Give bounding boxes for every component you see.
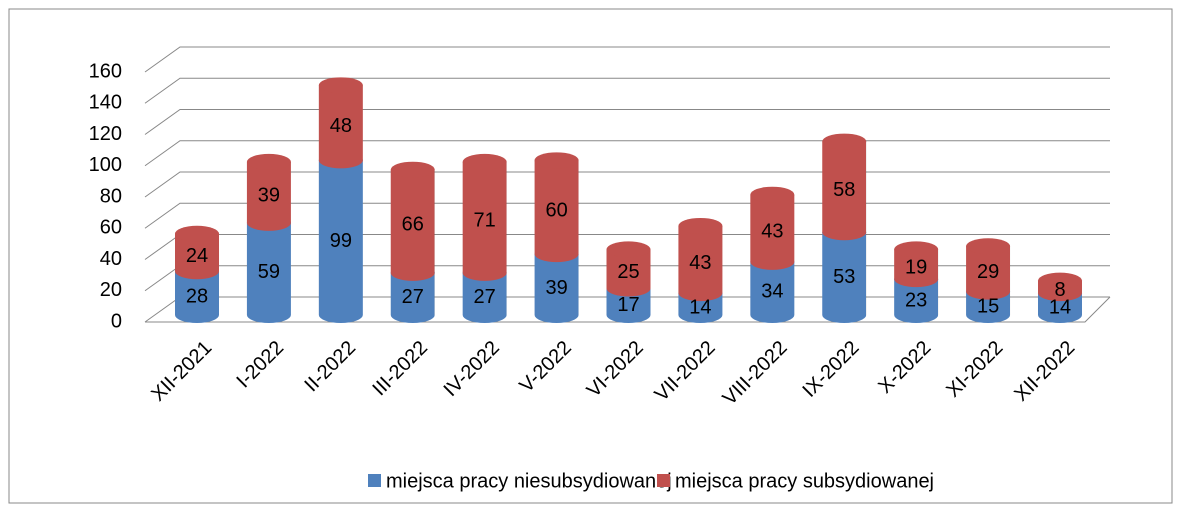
data-label: 43 <box>761 221 783 243</box>
bar-segment <box>246 161 291 231</box>
bar-segment <box>822 232 867 323</box>
bar-segment <box>750 261 795 323</box>
data-label: 66 <box>402 214 424 236</box>
y-tick-label: 40 <box>100 248 122 270</box>
bar-top <box>606 241 651 258</box>
data-label: 39 <box>545 277 567 299</box>
bar-top <box>1038 272 1082 289</box>
y-tick-label: 140 <box>89 92 122 114</box>
bar-top <box>678 217 723 234</box>
bar-top <box>462 153 507 170</box>
bar-top <box>966 238 1011 255</box>
bar-segment <box>894 249 939 288</box>
legend-label: miejsca pracy niesubsydiowanej <box>386 470 672 492</box>
bar-segment <box>750 194 795 270</box>
data-label: 27 <box>402 286 424 308</box>
grid-line <box>144 202 1110 229</box>
data-label: 71 <box>474 210 496 232</box>
bar-segment <box>1038 293 1082 323</box>
floor <box>145 296 1111 323</box>
data-label: 27 <box>474 286 496 308</box>
data-label: 15 <box>977 296 999 318</box>
bar-segment <box>966 291 1011 323</box>
y-tick-label: 120 <box>89 123 122 145</box>
data-label: 19 <box>905 257 927 279</box>
bar-segment <box>462 161 507 281</box>
bar-top <box>894 241 939 258</box>
bar-segment <box>678 293 723 323</box>
data-label: 24 <box>186 245 208 267</box>
bar-segment <box>822 141 867 241</box>
bar-segment <box>966 246 1011 300</box>
bar-segment <box>390 169 435 281</box>
data-label: 58 <box>833 179 855 201</box>
bar-segment <box>246 222 291 323</box>
data-label: 17 <box>617 294 639 316</box>
bar-top <box>750 186 795 203</box>
bar-segment <box>678 225 723 302</box>
y-tick-label: 60 <box>100 217 122 239</box>
bar-top <box>822 133 867 150</box>
grid-line <box>144 77 1110 104</box>
bar-segment <box>606 249 651 297</box>
y-tick-label: 0 <box>111 310 122 332</box>
bar-top <box>390 161 435 178</box>
data-label: 39 <box>258 185 280 207</box>
data-label: 14 <box>689 296 711 318</box>
data-label: 48 <box>330 115 352 137</box>
bar-top <box>534 152 579 169</box>
grid-line <box>144 140 1110 167</box>
bar-segment <box>175 271 219 323</box>
y-tick-label: 20 <box>100 279 122 301</box>
bar-top <box>246 153 291 170</box>
legend-swatch <box>368 474 381 487</box>
data-label: 43 <box>689 252 711 274</box>
bar-top <box>318 77 363 94</box>
data-label: 23 <box>905 289 927 311</box>
data-label: 25 <box>617 261 639 283</box>
bar-segment <box>534 254 579 323</box>
bar-segment <box>390 272 435 323</box>
data-label: 34 <box>761 281 783 303</box>
grid-line <box>144 109 1110 135</box>
bar-segment <box>894 279 939 323</box>
grid-line <box>144 171 1110 198</box>
bar-segment <box>462 272 507 323</box>
bar-segment <box>534 160 579 263</box>
grid-line <box>144 46 1110 73</box>
bar-segment <box>318 160 363 323</box>
data-label: 8 <box>1054 279 1065 301</box>
y-tick-label: 160 <box>89 60 122 82</box>
data-label: 29 <box>977 261 999 283</box>
bar-top <box>175 225 219 242</box>
data-label: 14 <box>1049 296 1071 318</box>
legend-swatch <box>657 474 670 487</box>
data-label: 59 <box>258 261 280 283</box>
data-label: 99 <box>330 230 352 252</box>
data-label: 28 <box>186 285 208 307</box>
data-label: 60 <box>545 199 567 221</box>
bar-segment <box>318 85 363 169</box>
bar-segment <box>175 233 219 280</box>
data-label: 53 <box>833 266 855 288</box>
y-tick-label: 100 <box>89 154 122 176</box>
legend-label: miejsca pracy subsydiowanej <box>675 470 934 492</box>
bar-segment <box>606 288 651 323</box>
y-tick-label: 80 <box>100 185 122 207</box>
